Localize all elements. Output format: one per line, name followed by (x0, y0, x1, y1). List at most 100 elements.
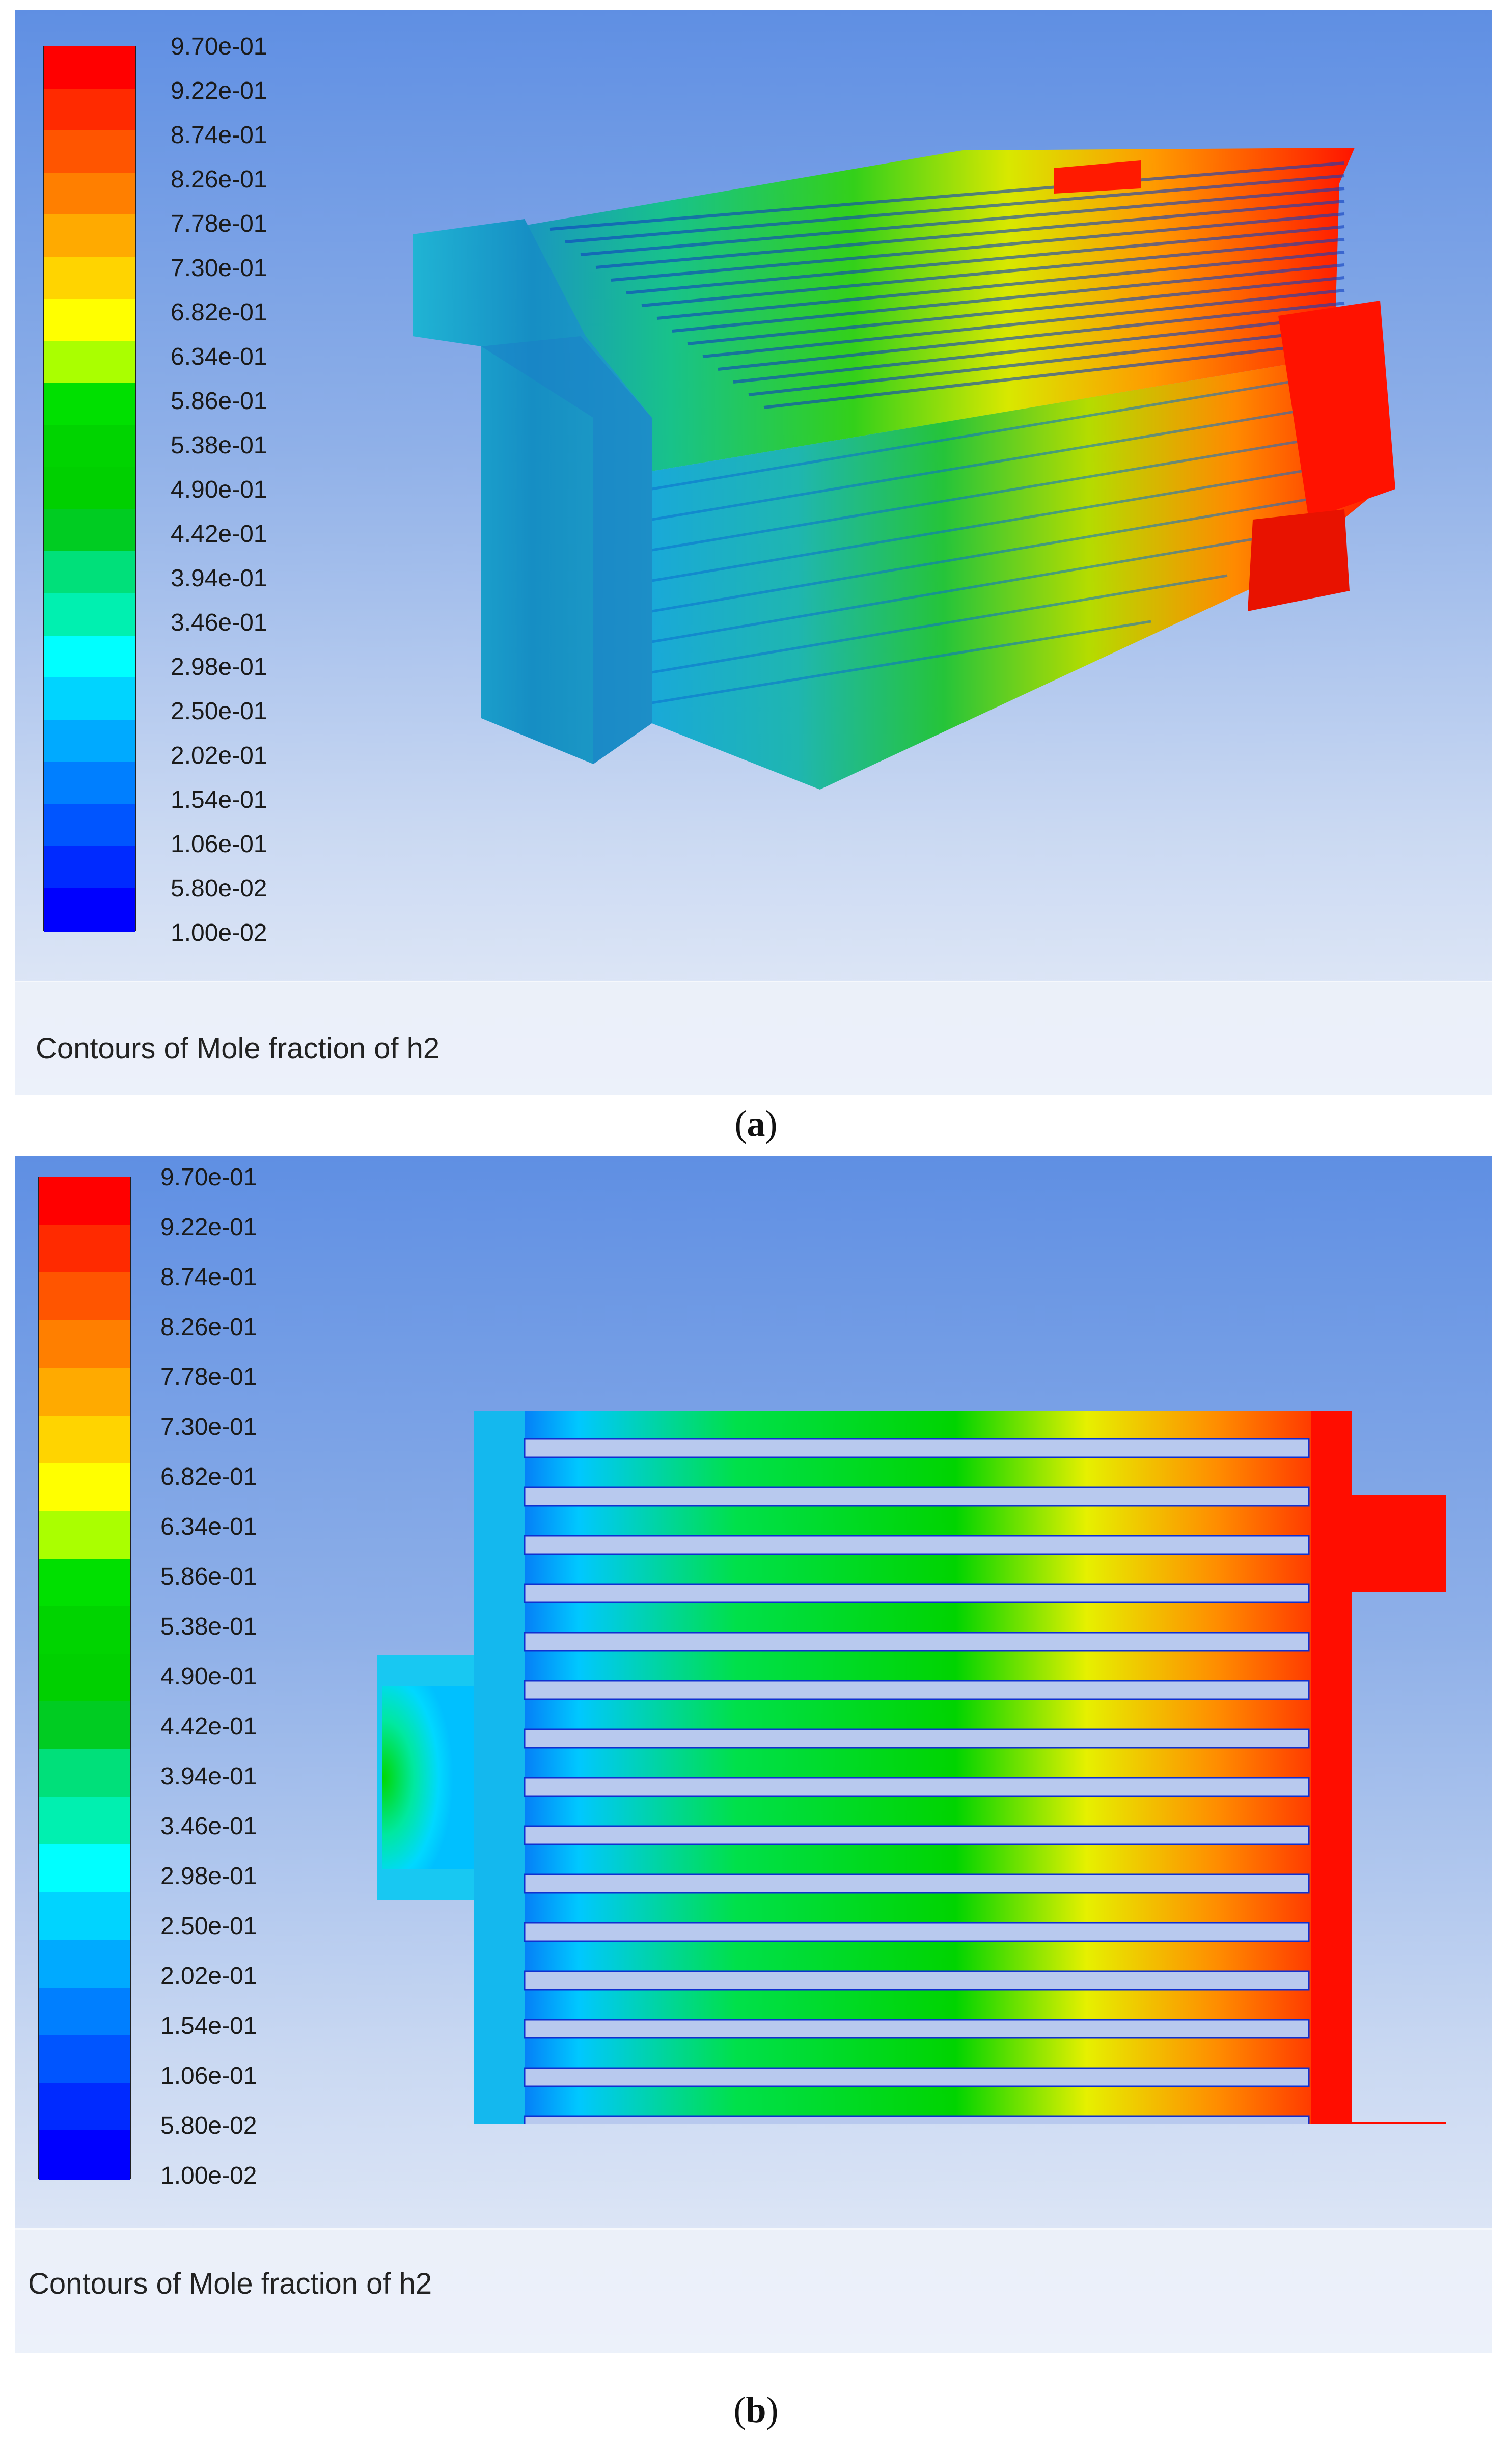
colorbar-band (39, 1463, 130, 1513)
outlet-manifold-lower (1347, 2122, 1446, 2124)
colorbar-label: 7.78e-01 (160, 1364, 257, 1391)
colorbar-label: 1.54e-01 (160, 2013, 257, 2040)
colorbar-label: 1.54e-01 (171, 786, 267, 813)
colorbar-label: 6.34e-01 (171, 343, 267, 370)
colorbar-label: 7.78e-01 (171, 210, 267, 237)
colorbar-band (39, 1987, 130, 2037)
colorbar-label: 5.80e-02 (160, 2112, 257, 2139)
colorbar-band (39, 1177, 130, 1227)
colorbar-label: 7.30e-01 (160, 1413, 257, 1440)
colorbar-band (39, 1225, 130, 1275)
colorbar-band (44, 172, 135, 216)
colorbar-band (44, 341, 135, 385)
flow-field-3d-view (413, 148, 1395, 790)
colorbar-label: 2.98e-01 (171, 654, 267, 681)
colorbar-label: 9.22e-01 (160, 1214, 257, 1241)
colorbar-label: 8.26e-01 (171, 166, 267, 193)
colorbar-label: 6.34e-01 (160, 1513, 257, 1540)
colorbar-label: 1.06e-01 (160, 2062, 257, 2089)
inlet-manifold-side (481, 336, 652, 764)
colorbar-band (39, 1749, 130, 1799)
colorbar-label: 4.90e-01 (171, 476, 267, 503)
colorbar-label: 6.82e-01 (171, 299, 267, 326)
colorbar-band (39, 1653, 130, 1704)
colorbar-band (44, 804, 135, 848)
colorbar-band (39, 1844, 130, 1894)
plot-caption: Contours of Mole fraction of h2 (36, 1032, 440, 1065)
colorbar-label: 4.42e-01 (160, 1713, 257, 1740)
colorbar-band (39, 1510, 130, 1561)
colorbar-label: 9.70e-01 (171, 33, 267, 60)
colorbar-label: 5.86e-01 (171, 388, 267, 415)
colorbar-band (44, 425, 135, 469)
colorbar-label: 5.38e-01 (171, 432, 267, 459)
colorbar-band (44, 677, 135, 722)
colorbar-band (44, 551, 135, 595)
colorbar-label: 9.22e-01 (171, 77, 267, 104)
distribution-header (474, 1411, 525, 2124)
colorbar-band (44, 635, 135, 679)
colorbar-band (39, 1606, 130, 1656)
contour-panel-a: 9.70e-01 9.22e-01 8.74e-01 8.26e-01 7.78… (15, 10, 1492, 1095)
colorbar-band (44, 257, 135, 301)
colorbar-band (39, 1892, 130, 1942)
colorbar-label: 4.90e-01 (160, 1663, 257, 1690)
colorbar-band (44, 888, 135, 932)
colorbar-label: 2.98e-01 (160, 1863, 257, 1890)
colorbar-band (44, 467, 135, 511)
colorbar-label: 5.86e-01 (160, 1563, 257, 1590)
outlet-manifold-upper (1347, 1495, 1446, 1592)
colorbar-band (39, 1797, 130, 1846)
colorbar-band (44, 509, 135, 553)
subfigure-label-a: (a) (734, 1103, 778, 1144)
subfigure-label-b: (b) (733, 2389, 779, 2430)
channel-ribs (524, 1438, 1310, 2124)
colorbar-band (39, 1272, 130, 1322)
colorbar-band (44, 846, 135, 890)
colorbar-label: 2.50e-01 (160, 1913, 257, 1940)
colorbar-band (44, 593, 135, 638)
colorbar-band (39, 2082, 130, 2133)
outlet-manifold-right (1278, 301, 1395, 520)
colorbar-band (44, 762, 135, 806)
flow-plate (474, 1411, 1350, 2124)
colorbar-band (39, 2035, 130, 2085)
colorbar-label: 8.26e-01 (160, 1314, 257, 1341)
contour-panel-b: 9.70e-01 9.22e-01 8.74e-01 8.26e-01 7.78… (15, 1156, 1492, 2353)
colorbar-legend (38, 1177, 131, 2180)
colorbar-band (39, 1320, 130, 1370)
collection-header (1311, 1411, 1352, 2124)
stack-layer-lines (651, 373, 1335, 704)
colorbar-label: 4.42e-01 (171, 521, 267, 548)
colorbar-band (39, 1701, 130, 1751)
colorbar-label: 9.70e-01 (160, 1164, 257, 1191)
caption-strip (15, 2228, 1492, 2353)
colorbar-label: 1.06e-01 (171, 831, 267, 858)
top-channel-lines (549, 161, 1345, 409)
colorbar-band (44, 383, 135, 427)
colorbar-label: 8.74e-01 (160, 1264, 257, 1291)
colorbar-label: 3.94e-01 (171, 565, 267, 592)
colorbar-band (39, 2130, 130, 2180)
colorbar-band (39, 1558, 130, 1609)
colorbar-label: 5.38e-01 (160, 1613, 257, 1640)
colorbar-band (44, 298, 135, 343)
colorbar-band (44, 214, 135, 259)
colorbar-label: 1.00e-02 (171, 919, 267, 946)
outlet-manifold-lower (1248, 509, 1350, 611)
colorbar-label: 3.46e-01 (171, 609, 267, 636)
colorbar-label: 5.80e-02 (171, 875, 267, 902)
plot-caption: Contours of Mole fraction of h2 (28, 2267, 432, 2300)
colorbar-label: 1.00e-02 (160, 2162, 257, 2189)
colorbar-band (39, 1940, 130, 1990)
inlet-manifold-core (382, 1686, 484, 1869)
colorbar-label: 2.50e-01 (171, 698, 267, 725)
colorbar-band (44, 130, 135, 175)
colorbar-band (44, 88, 135, 132)
colorbar-label: 2.02e-01 (171, 742, 267, 769)
colorbar-label: 8.74e-01 (171, 122, 267, 149)
outlet-manifold-top (1054, 160, 1141, 194)
colorbar-legend (43, 46, 136, 932)
colorbar-band (44, 46, 135, 91)
colorbar-label: 6.82e-01 (160, 1463, 257, 1490)
